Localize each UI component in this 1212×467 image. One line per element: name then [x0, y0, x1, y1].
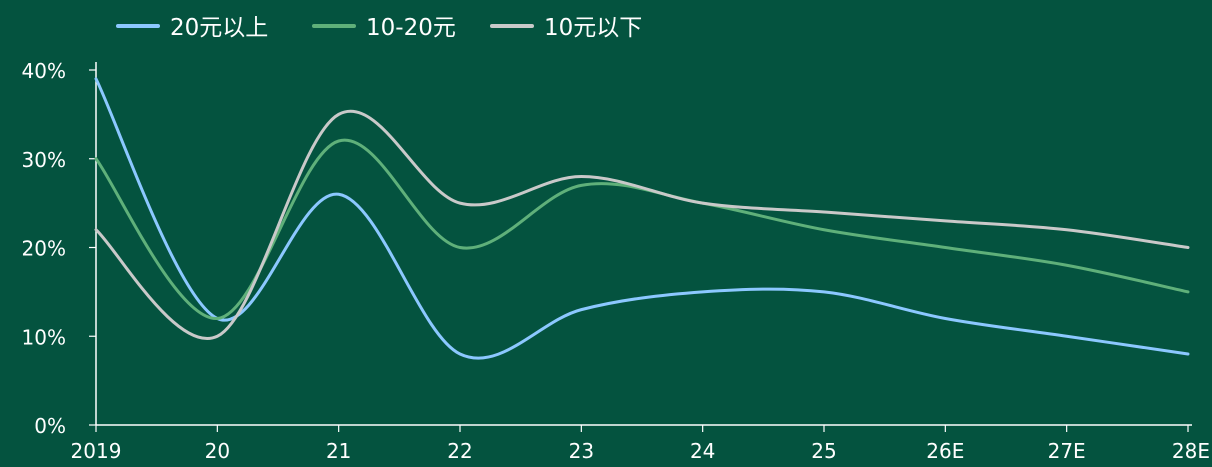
legend-label-10-below: 10元以下 — [544, 15, 642, 41]
x-tick-label: 27E — [1048, 439, 1086, 463]
y-tick-label: 20% — [22, 237, 66, 261]
legend-label-10-20: 10-20元 — [366, 15, 456, 41]
x-tick-label: 24 — [690, 439, 715, 463]
y-axis: 0% 10% 20% 30% 40% — [22, 59, 97, 438]
legend-item-10-below: 10元以下 — [490, 15, 642, 41]
plot-lines — [94, 77, 1190, 360]
x-tick-label: 28E — [1172, 439, 1210, 463]
legend-label-20-plus: 20元以上 — [170, 15, 268, 41]
series-line-20-plus — [94, 77, 1190, 360]
series-line-10-below — [94, 110, 1190, 340]
legend-item-10-20: 10-20元 — [312, 15, 456, 41]
y-tick-label: 30% — [22, 148, 66, 172]
x-tick-label: 26E — [926, 439, 964, 463]
x-axis: 2019 20 21 22 23 24 25 26E 27E 28E — [71, 424, 1210, 463]
x-tick-label: 22 — [447, 439, 472, 463]
x-tick-label: 20 — [205, 439, 230, 463]
legend: 20元以上 10-20元 10元以下 — [116, 15, 642, 41]
y-tick-label: 10% — [22, 325, 66, 349]
x-tick-label: 2019 — [71, 439, 122, 463]
x-tick-label: 25 — [811, 439, 836, 463]
y-tick-label: 40% — [22, 59, 66, 83]
legend-item-20-plus: 20元以上 — [116, 15, 268, 41]
x-tick-label: 21 — [326, 439, 351, 463]
x-tick-label: 23 — [569, 439, 594, 463]
y-tick-label: 0% — [34, 414, 66, 438]
